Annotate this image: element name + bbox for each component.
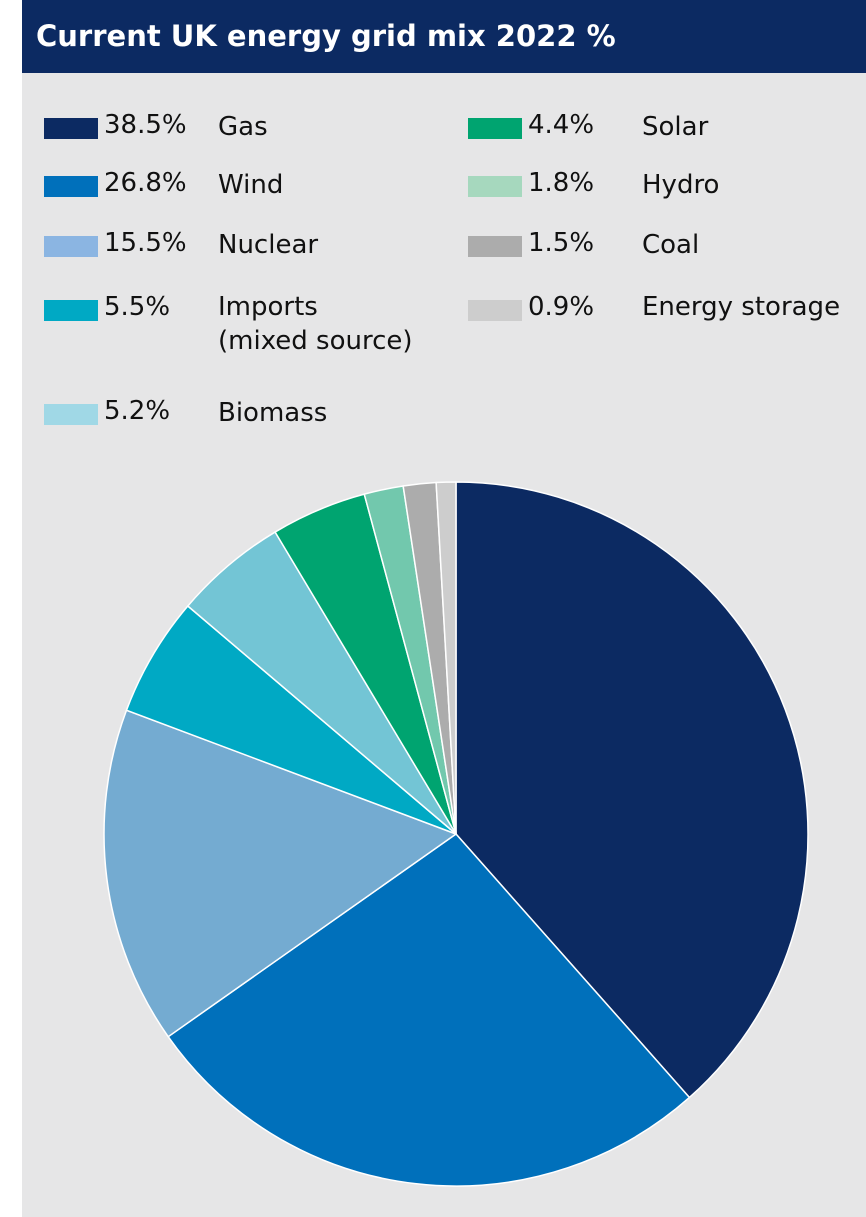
legend-label-energy-storage: Energy storage (642, 292, 841, 322)
legend-label-coal: Coal (642, 230, 700, 260)
legend-value-gas: 38.5% (104, 110, 187, 140)
legend-label-biomass: Biomass (218, 398, 328, 428)
chart-panel: Current UK energy grid mix 2022 % 38.5% … (22, 0, 866, 1217)
legend-value-wind: 26.8% (104, 168, 187, 198)
legend-label-wind: Wind (218, 170, 284, 200)
legend-swatch-solar (468, 118, 522, 139)
legend-label-hydro: Hydro (642, 170, 720, 200)
legend-swatch-biomass (44, 404, 98, 425)
legend-label-nuclear: Nuclear (218, 230, 319, 260)
legend-swatch-hydro (468, 176, 522, 197)
legend-swatch-coal (468, 236, 522, 257)
legend-swatch-energy-storage (468, 300, 522, 321)
legend-swatch-imports (44, 300, 98, 321)
chart-title: Current UK energy grid mix 2022 % (36, 19, 616, 53)
legend-swatch-gas (44, 118, 98, 139)
legend-value-imports: 5.5% (104, 292, 171, 322)
title-bar: Current UK energy grid mix 2022 % (22, 0, 866, 73)
legend-value-solar: 4.4% (528, 110, 595, 140)
legend-value-biomass: 5.2% (104, 396, 171, 426)
legend-value-nuclear: 15.5% (104, 228, 187, 258)
legend-value-hydro: 1.8% (528, 168, 595, 198)
legend-label-imports: Imports (mixed source) (218, 292, 413, 356)
legend-label-gas: Gas (218, 112, 268, 142)
legend-label-solar: Solar (642, 112, 709, 142)
legend-swatch-wind (44, 176, 98, 197)
legend-value-coal: 1.5% (528, 228, 595, 258)
legend-swatch-nuclear (44, 236, 98, 257)
legend-value-energy-storage: 0.9% (528, 292, 595, 322)
